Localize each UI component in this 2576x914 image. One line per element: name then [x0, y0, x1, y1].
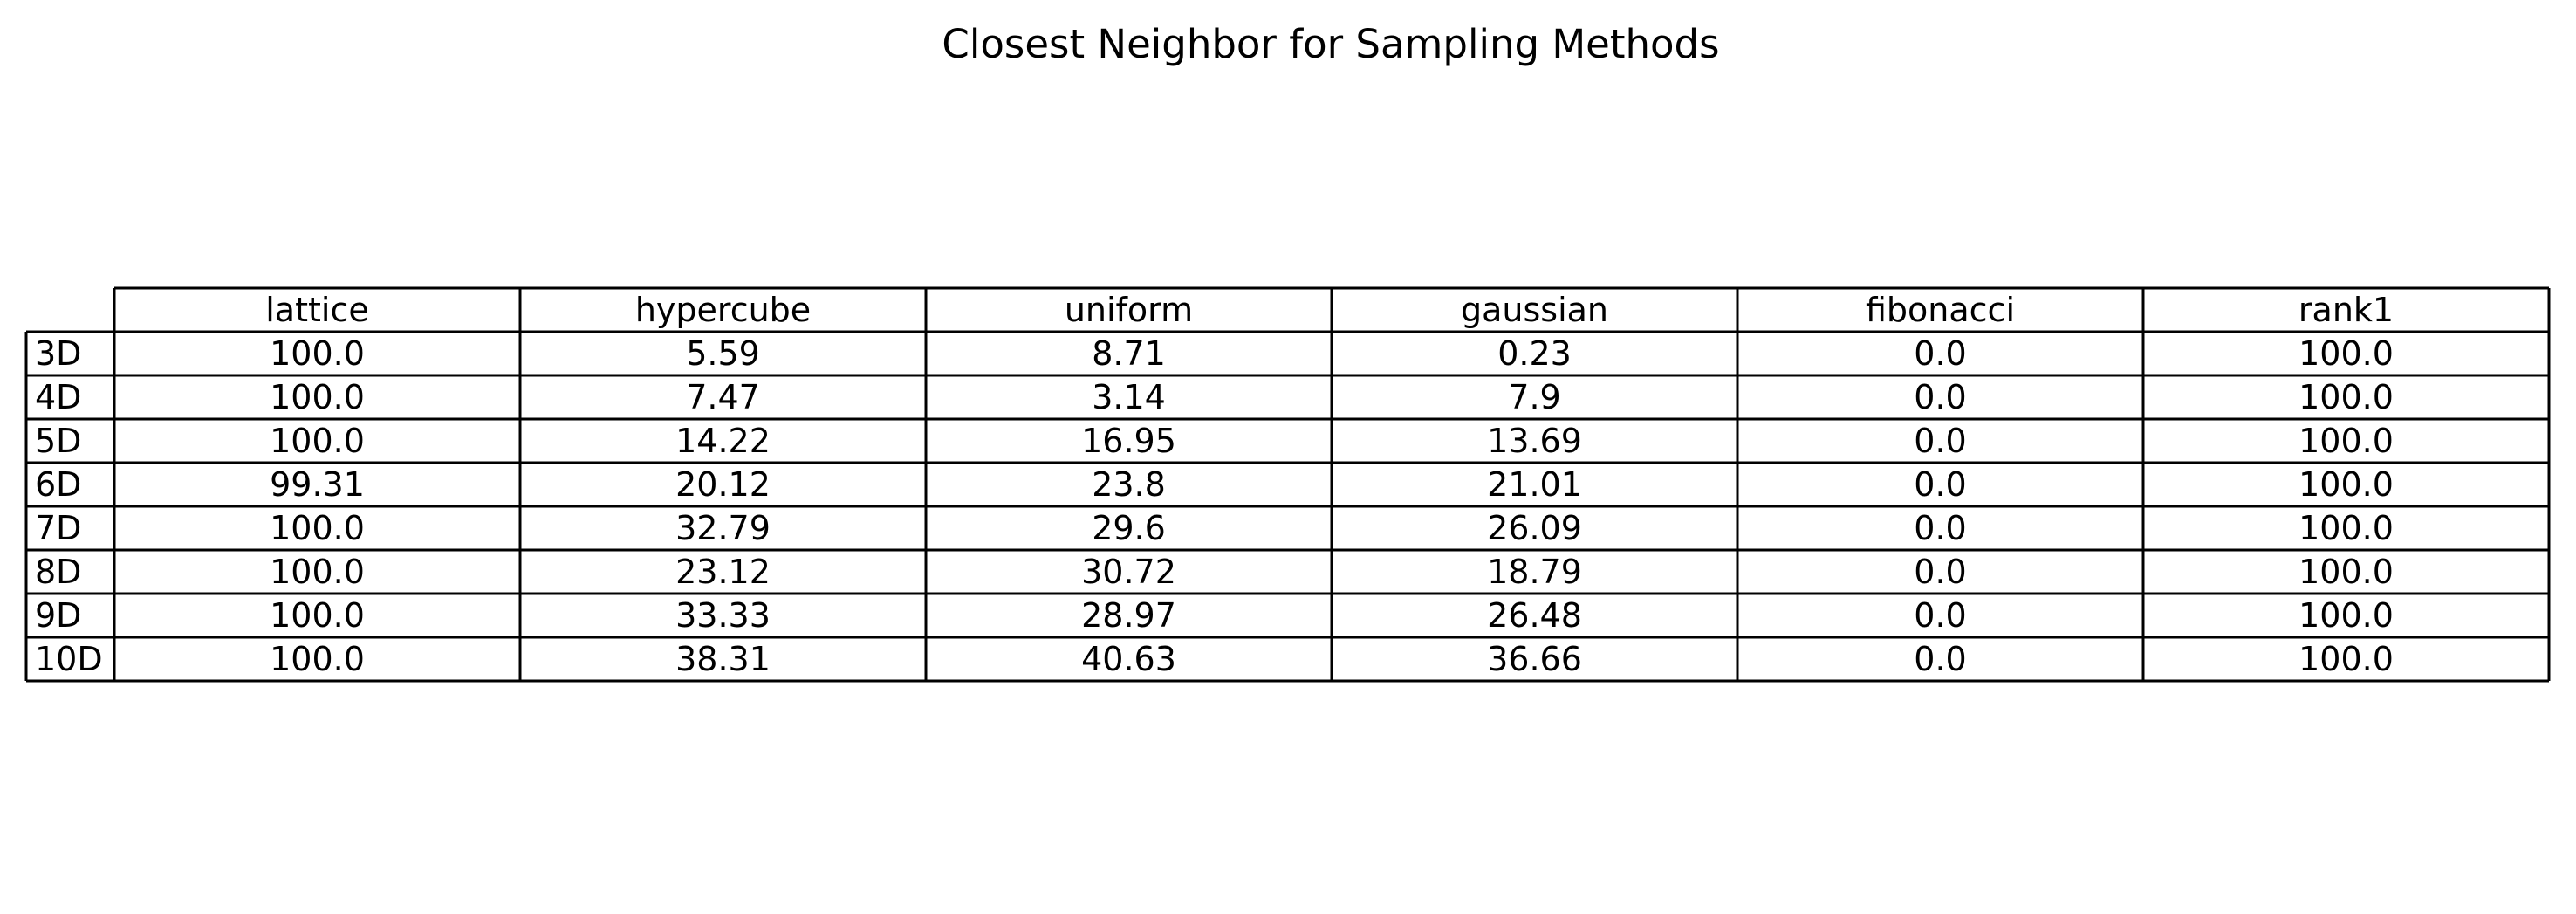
table-cell: 0.0 — [1914, 596, 1966, 635]
column-header: hypercube — [635, 291, 811, 329]
table-cell: 100.0 — [270, 422, 365, 460]
table-cell: 38.31 — [675, 640, 771, 678]
table-cell: 28.97 — [1081, 596, 1176, 635]
table-cell: 100.0 — [2299, 640, 2394, 678]
table-cell: 99.31 — [270, 465, 365, 504]
table-cell: 100.0 — [2299, 465, 2394, 504]
table-cell: 23.8 — [1092, 465, 1166, 504]
table-cell: 100.0 — [270, 553, 365, 591]
column-header: lattice — [265, 291, 368, 329]
table-cell: 100.0 — [2299, 334, 2394, 373]
table-cell: 100.0 — [270, 509, 365, 547]
table-cell: 0.0 — [1914, 553, 1966, 591]
table-cell: 16.95 — [1081, 422, 1176, 460]
table-cell: 3.14 — [1092, 378, 1166, 416]
table-cell: 100.0 — [270, 640, 365, 678]
row-label: 10D — [35, 640, 103, 678]
table-cell: 100.0 — [2299, 378, 2394, 416]
table-cell: 26.09 — [1487, 509, 1582, 547]
row-label: 3D — [35, 334, 81, 373]
table-cell: 33.33 — [675, 596, 771, 635]
table-cell: 0.0 — [1914, 422, 1966, 460]
column-header: uniform — [1065, 291, 1193, 329]
table-cell: 21.01 — [1487, 465, 1582, 504]
table-cell: 29.6 — [1092, 509, 1166, 547]
table-cell: 30.72 — [1081, 553, 1176, 591]
row-label: 5D — [35, 422, 81, 460]
row-label: 6D — [35, 465, 81, 504]
table-cell: 100.0 — [2299, 509, 2394, 547]
column-header: gaussian — [1461, 291, 1608, 329]
row-label: 9D — [35, 596, 81, 635]
table-cell: 14.22 — [675, 422, 771, 460]
table-cell: 5.59 — [686, 334, 760, 373]
table-cell: 100.0 — [2299, 553, 2394, 591]
column-header: rank1 — [2299, 291, 2394, 329]
table-cell: 8.71 — [1092, 334, 1166, 373]
row-label: 4D — [35, 378, 81, 416]
row-label: 8D — [35, 553, 81, 591]
table-cell: 100.0 — [2299, 422, 2394, 460]
table-cell: 20.12 — [675, 465, 771, 504]
column-header: fibonacci — [1866, 291, 2015, 329]
table-cell: 7.47 — [686, 378, 760, 416]
table-cell: 0.23 — [1497, 334, 1572, 373]
table-cell: 0.0 — [1914, 334, 1966, 373]
table-cell: 0.0 — [1914, 640, 1966, 678]
table-cell: 100.0 — [2299, 596, 2394, 635]
table-cell: 23.12 — [675, 553, 771, 591]
table-cell: 0.0 — [1914, 465, 1966, 504]
table-cell: 0.0 — [1914, 378, 1966, 416]
table-cell: 18.79 — [1487, 553, 1582, 591]
table-cell: 100.0 — [270, 596, 365, 635]
table-cell: 100.0 — [270, 334, 365, 373]
table-cell: 26.48 — [1487, 596, 1582, 635]
table-cell: 100.0 — [270, 378, 365, 416]
table-cell: 36.66 — [1487, 640, 1582, 678]
table-cell: 32.79 — [675, 509, 771, 547]
row-label: 7D — [35, 509, 81, 547]
chart-title: Closest Neighbor for Sampling Methods — [942, 21, 1720, 67]
table-cell: 0.0 — [1914, 509, 1966, 547]
table-cell: 7.9 — [1508, 378, 1560, 416]
table-cell: 13.69 — [1487, 422, 1582, 460]
table-cell: 40.63 — [1081, 640, 1176, 678]
